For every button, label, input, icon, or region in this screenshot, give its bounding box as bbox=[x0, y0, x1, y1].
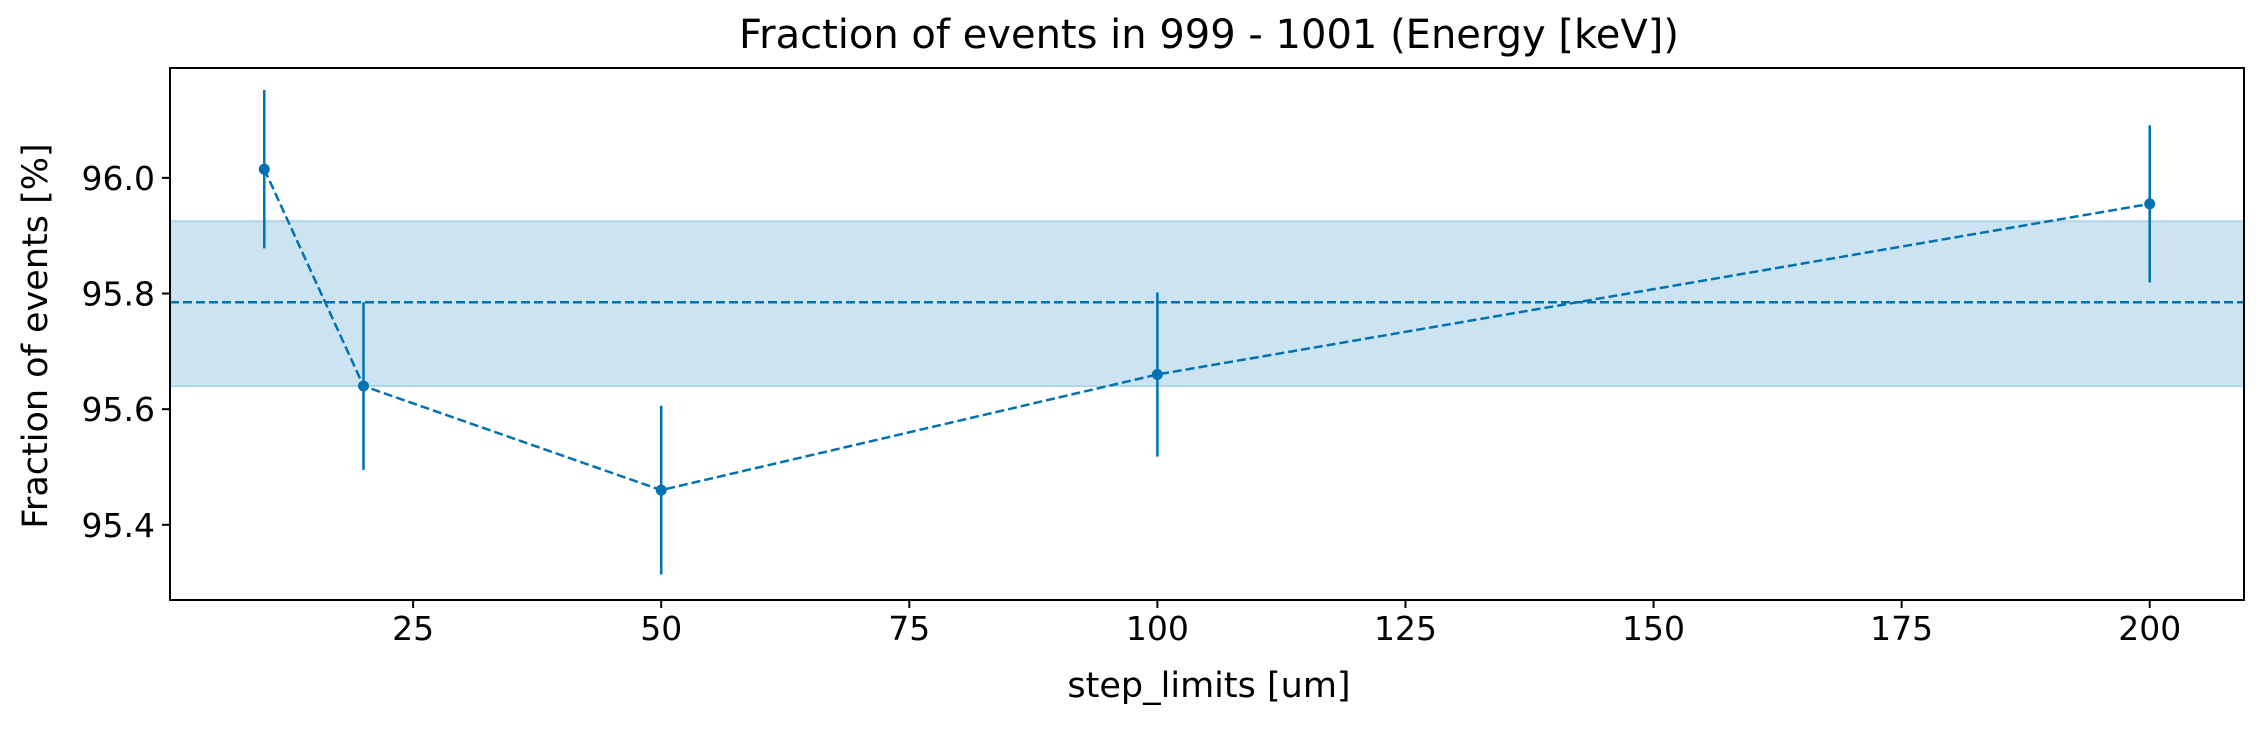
plot-frame bbox=[169, 67, 2245, 601]
y-tick-label: 96.0 bbox=[82, 159, 155, 198]
x-tick-label: 175 bbox=[1870, 609, 1933, 648]
y-tick-label: 95.6 bbox=[82, 390, 155, 429]
x-tick-label: 25 bbox=[392, 609, 434, 648]
axes-layer bbox=[162, 67, 2245, 608]
x-tick-label: 125 bbox=[1374, 609, 1437, 648]
uncertainty-band bbox=[169, 220, 2245, 388]
x-tick-label: 75 bbox=[888, 609, 930, 648]
data-point bbox=[1151, 368, 1163, 380]
data-point bbox=[358, 380, 370, 392]
y-tick-label: 95.8 bbox=[82, 275, 155, 314]
series-layer bbox=[258, 89, 2156, 575]
x-axis-label: step_limits [um] bbox=[1067, 666, 1350, 706]
uncertainty-band-layer bbox=[169, 220, 2245, 388]
data-point bbox=[2144, 198, 2156, 210]
x-tick-label: 200 bbox=[2118, 609, 2181, 648]
x-tick-label: 150 bbox=[1622, 609, 1685, 648]
data-point bbox=[258, 163, 270, 175]
text-layer: Fraction of events in 999 - 1001 (Energy… bbox=[16, 12, 2181, 706]
x-tick-label: 100 bbox=[1126, 609, 1189, 648]
x-tick-label: 50 bbox=[640, 609, 682, 648]
y-tick-label: 95.4 bbox=[82, 506, 155, 545]
data-point bbox=[655, 484, 667, 496]
chart-title: Fraction of events in 999 - 1001 (Energy… bbox=[739, 12, 1679, 58]
y-axis-label: Fraction of events [%] bbox=[16, 143, 56, 528]
